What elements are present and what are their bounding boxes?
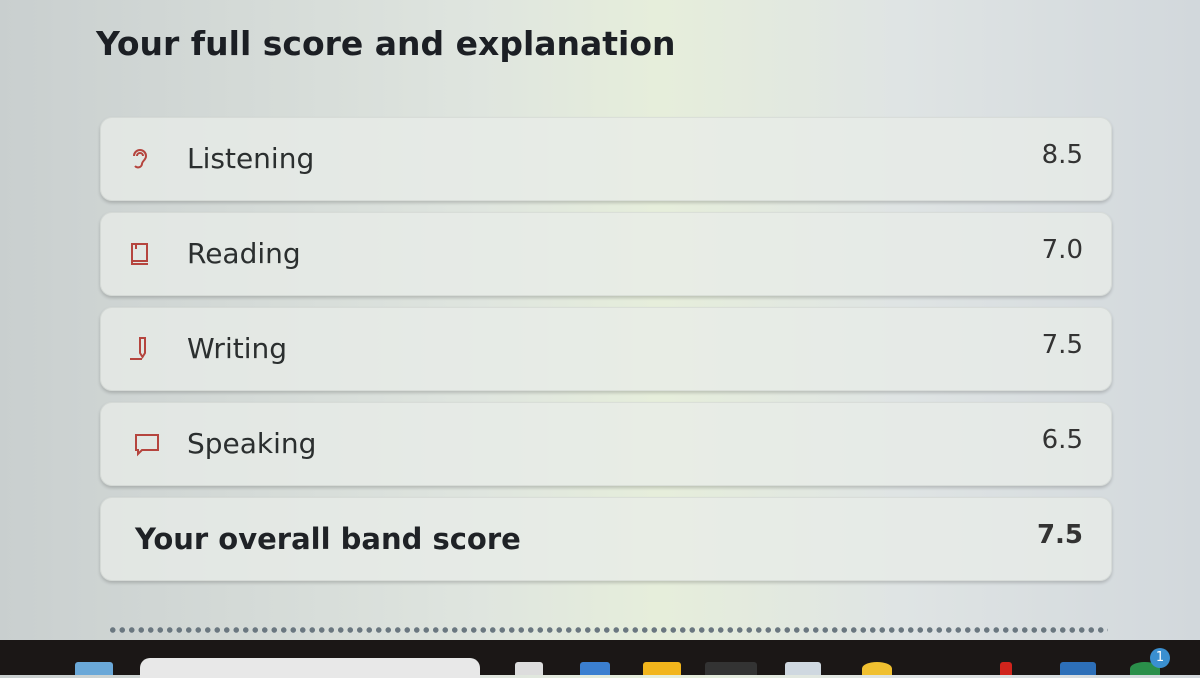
taskbar-search[interactable] — [140, 658, 480, 678]
score-value: 7.5 — [1041, 330, 1083, 360]
app-icon[interactable] — [580, 662, 610, 675]
app-icon[interactable] — [862, 662, 892, 675]
overall-label: Your overall band score — [135, 522, 521, 556]
notification-badge: 1 — [1150, 648, 1170, 668]
score-label: Listening — [187, 142, 315, 175]
pencil-icon — [130, 337, 146, 360]
score-value: 6.5 — [1041, 425, 1083, 455]
book-icon — [131, 243, 148, 265]
overall-score-row: Your overall band score 7.5 — [100, 497, 1112, 581]
netflix-icon[interactable] — [1000, 662, 1012, 675]
score-row-listening: Listening 8.5 — [100, 117, 1112, 201]
file-explorer-icon[interactable] — [643, 662, 681, 675]
ear-icon — [133, 149, 148, 169]
dotted-divider — [108, 626, 1108, 634]
score-label: Reading — [187, 237, 301, 270]
edge-icon[interactable] — [705, 662, 757, 675]
start-icon[interactable] — [75, 662, 113, 675]
score-row-speaking: Speaking 6.5 — [100, 402, 1112, 486]
score-value: 7.0 — [1041, 235, 1083, 265]
speech-bubble-icon — [135, 434, 159, 457]
score-label: Writing — [187, 332, 287, 365]
taskbar: 1 — [0, 640, 1200, 678]
prime-video-icon[interactable] — [1060, 662, 1096, 675]
score-label: Speaking — [187, 427, 317, 460]
store-icon[interactable] — [785, 662, 821, 675]
overall-value: 7.5 — [1036, 520, 1083, 550]
score-row-reading: Reading 7.0 — [100, 212, 1112, 296]
app-icon[interactable] — [515, 662, 543, 675]
page-title: Your full score and explanation — [96, 24, 676, 63]
score-row-writing: Writing 7.5 — [100, 307, 1112, 391]
score-value: 8.5 — [1041, 140, 1083, 170]
